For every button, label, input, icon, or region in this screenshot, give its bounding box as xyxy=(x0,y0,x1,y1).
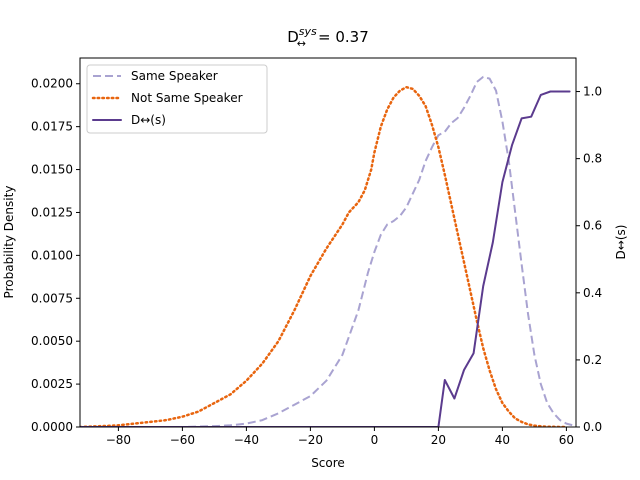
title-subscript: ↔ xyxy=(297,37,306,50)
plot-frame xyxy=(79,57,577,428)
x-tick-label: −80 xyxy=(106,433,131,447)
legend: Same Speaker Not Same Speaker D↔(s) xyxy=(86,64,268,134)
x-tick-label: 60 xyxy=(559,433,574,447)
y2-tick-label: 1.0 xyxy=(583,85,602,99)
y2-tick-label: 0.4 xyxy=(583,286,602,300)
series-line-not-same-speaker xyxy=(80,85,568,427)
chart-title: Dsys ↔ = 0.37 xyxy=(287,25,369,50)
x-axis-label: Score xyxy=(311,456,345,470)
title-value: = 0.37 xyxy=(318,28,369,46)
y2-tick-label: 0.2 xyxy=(583,353,602,367)
y-tick-label: 0.0175 xyxy=(31,120,73,134)
y-tick-label: 0.0150 xyxy=(31,163,73,177)
y2-axis-label: D↔(s) xyxy=(614,225,628,260)
x-tick-label: −60 xyxy=(170,433,195,447)
y2-tick-label: 0.6 xyxy=(583,219,602,233)
title-main: D xyxy=(287,28,299,46)
x-tick-label: 20 xyxy=(431,433,446,447)
y-tick-label: 0.0075 xyxy=(31,291,73,305)
series-line-same-speaker xyxy=(80,75,574,427)
legend-label-not-same-speaker: Not Same Speaker xyxy=(131,91,243,105)
y-tick-label: 0.0000 xyxy=(31,420,73,434)
legend-label-d-curve: D↔(s) xyxy=(131,113,166,127)
y2-tick-label: 0.8 xyxy=(583,152,602,166)
x-tick-label: −20 xyxy=(298,433,323,447)
x-tick-label: 0 xyxy=(371,433,379,447)
y-axis-label: Probability Density xyxy=(2,186,16,299)
x-tick-label: 40 xyxy=(495,433,510,447)
y-tick-label: 0.0200 xyxy=(31,77,73,91)
y-tick-label: 0.0125 xyxy=(31,205,73,219)
y-tick-label: 0.0100 xyxy=(31,248,73,262)
y-tick-label: 0.0050 xyxy=(31,334,73,348)
series-line-d-curve xyxy=(80,90,571,427)
y2-tick-label: 0.0 xyxy=(583,420,602,434)
legend-label-d-curve-text: D↔(s) xyxy=(131,113,166,127)
title-superscript: sys xyxy=(299,25,317,38)
legend-frame xyxy=(86,64,268,134)
x-tick-label: −40 xyxy=(234,433,259,447)
y-tick-label: 0.0025 xyxy=(31,377,73,391)
legend-label-same-speaker: Same Speaker xyxy=(131,69,218,83)
